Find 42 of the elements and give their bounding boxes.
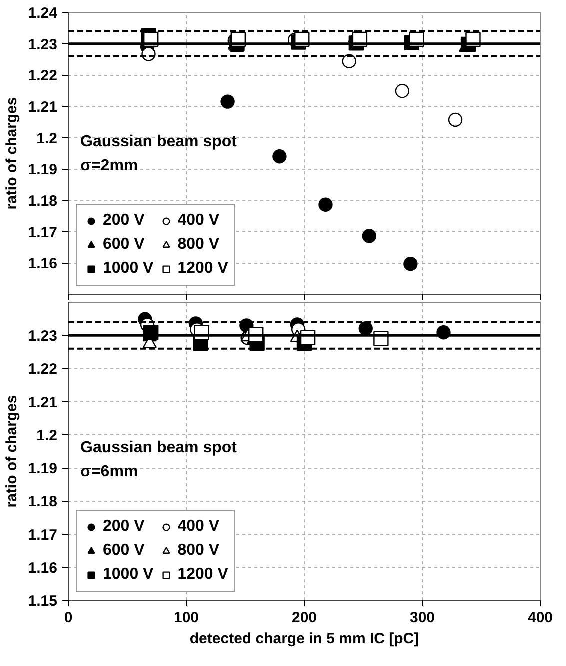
legend-label: 800 V <box>178 542 220 560</box>
y-tick-label: 1.15 <box>28 593 58 610</box>
annotation: Gaussian beam spot <box>80 134 238 150</box>
legend-label: 800 V <box>178 236 220 254</box>
y-tick-label: 1.18 <box>28 494 58 511</box>
y-tick-label: 1.17 <box>28 526 58 544</box>
x-tick-label: 400 <box>528 610 554 626</box>
y-tick-label: 1.2 <box>36 427 58 444</box>
y-tick-label: 1.22 <box>28 361 58 378</box>
legend-label: 1000 V <box>103 566 154 584</box>
legend-label: 400 V <box>178 518 220 536</box>
y-tick-label: 1.2 <box>36 130 58 148</box>
y-axis-title: ratio of charges <box>3 97 20 210</box>
legend-label: 200 V <box>103 212 145 230</box>
legend-label: 1200 V <box>178 566 228 584</box>
legend-label: 1000 V <box>103 260 154 278</box>
y-tick-label: 1.21 <box>28 99 58 116</box>
legend-label: 200 V <box>103 518 145 536</box>
y-tick-label: 1.17 <box>28 224 58 242</box>
x-axis-title: detected charge in 5 mm IC [pC] <box>190 630 420 648</box>
x-tick-label: 300 <box>410 610 436 626</box>
y-axis-title: ratio of charges <box>3 395 20 508</box>
y-tick-label: 1.23 <box>28 328 58 346</box>
y-tick-label: 1.19 <box>28 460 58 478</box>
legend-label: 600 V <box>103 542 145 560</box>
legend-label: 600 V <box>103 236 145 254</box>
legend-label: 1200 V <box>178 260 228 278</box>
x-tick-label: 100 <box>174 610 200 626</box>
y-tick-label: 1.18 <box>28 193 58 210</box>
annotation: σ=2mm <box>80 158 138 174</box>
y-tick-label: 1.19 <box>28 162 58 179</box>
y-tick-label: 1.21 <box>28 394 58 412</box>
annotation: Gaussian beam spot <box>80 440 238 456</box>
y-tick-label: 1.23 <box>28 36 58 54</box>
y-tick-label: 1.24 <box>28 5 58 22</box>
x-tick-label: 0 <box>64 610 73 626</box>
y-tick-label: 1.16 <box>28 560 58 577</box>
y-tick-label: 1.16 <box>28 256 58 273</box>
legend-label: 400 V <box>178 212 220 230</box>
x-tick-label: 200 <box>292 610 318 626</box>
y-tick-label: 1.22 <box>28 68 58 85</box>
annotation: σ=6mm <box>80 464 138 480</box>
